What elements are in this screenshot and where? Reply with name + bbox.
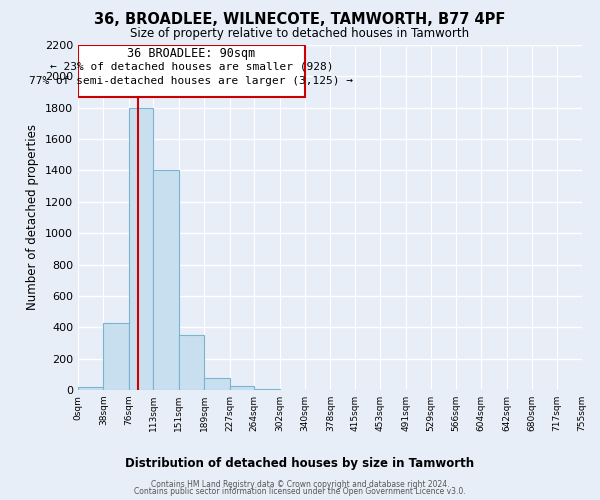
Bar bbox=[103, 322, 129, 390]
Text: ← 23% of detached houses are smaller (928): ← 23% of detached houses are smaller (92… bbox=[50, 62, 333, 72]
Bar bbox=[129, 108, 154, 390]
Text: 36 BROADLEE: 90sqm: 36 BROADLEE: 90sqm bbox=[127, 47, 256, 60]
Bar bbox=[254, 389, 280, 390]
Bar bbox=[78, 387, 103, 390]
FancyBboxPatch shape bbox=[79, 45, 305, 97]
Text: Distribution of detached houses by size in Tamworth: Distribution of detached houses by size … bbox=[125, 458, 475, 470]
Text: Contains HM Land Registry data © Crown copyright and database right 2024.: Contains HM Land Registry data © Crown c… bbox=[151, 480, 449, 489]
Bar bbox=[230, 386, 254, 390]
Text: Size of property relative to detached houses in Tamworth: Size of property relative to detached ho… bbox=[130, 28, 470, 40]
Bar bbox=[179, 335, 204, 390]
Y-axis label: Number of detached properties: Number of detached properties bbox=[26, 124, 40, 310]
Text: 36, BROADLEE, WILNECOTE, TAMWORTH, B77 4PF: 36, BROADLEE, WILNECOTE, TAMWORTH, B77 4… bbox=[94, 12, 506, 28]
Text: Contains public sector information licensed under the Open Government Licence v3: Contains public sector information licen… bbox=[134, 488, 466, 496]
Text: 77% of semi-detached houses are larger (3,125) →: 77% of semi-detached houses are larger (… bbox=[29, 76, 353, 86]
Bar bbox=[154, 170, 179, 390]
Bar bbox=[204, 378, 230, 390]
